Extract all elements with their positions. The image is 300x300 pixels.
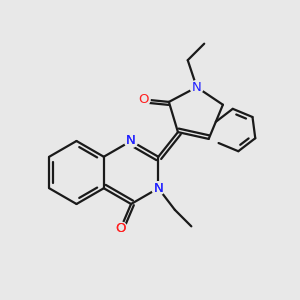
Circle shape	[124, 134, 138, 148]
Text: O: O	[138, 93, 149, 106]
Circle shape	[190, 81, 203, 94]
Text: N: N	[154, 182, 163, 195]
Circle shape	[152, 182, 165, 195]
Text: O: O	[115, 222, 126, 235]
Circle shape	[114, 222, 127, 235]
Text: N: N	[192, 81, 202, 94]
Text: N: N	[126, 134, 136, 148]
Text: O: O	[115, 222, 126, 235]
Text: N: N	[126, 134, 136, 148]
Text: N: N	[154, 182, 163, 195]
Circle shape	[137, 93, 150, 106]
